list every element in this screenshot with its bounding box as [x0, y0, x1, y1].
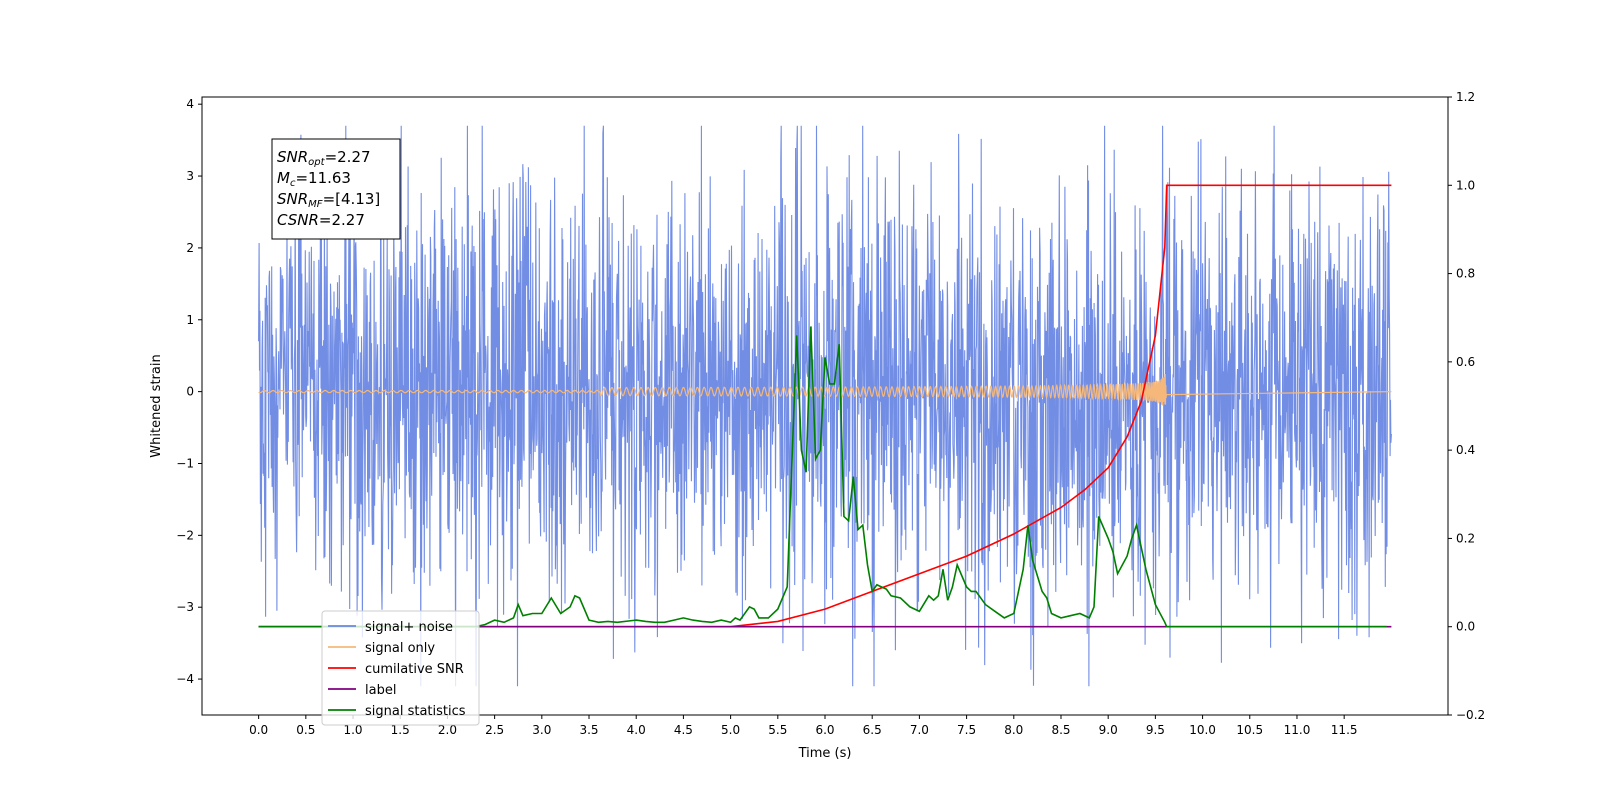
y2-tick-label: 0.2	[1456, 531, 1475, 545]
x-tick-label: 1.0	[343, 723, 362, 737]
x-tick-label: 3.5	[579, 723, 598, 737]
y2-tick-label: 1.0	[1456, 178, 1475, 192]
x-tick-label: 5.0	[721, 723, 740, 737]
annotation-line: SNRopt=2.27	[277, 148, 371, 168]
x-tick-label: 8.0	[1004, 723, 1023, 737]
y-tick-label: 3	[186, 169, 194, 183]
y2-tick-label: −0.2	[1456, 708, 1485, 722]
x-tick-label: 10.5	[1236, 723, 1263, 737]
annotation-line: CSNR=2.27	[277, 211, 365, 229]
series-line-signal-only	[258, 373, 1392, 406]
x-tick-label: 10.0	[1189, 723, 1216, 737]
x-tick-label: 0.5	[296, 723, 315, 737]
x-tick-label: 6.5	[863, 723, 882, 737]
annotation-line: Mc=11.63	[277, 169, 351, 189]
x-tick-label: 4.0	[627, 723, 646, 737]
x-tick-label: 5.5	[768, 723, 787, 737]
legend-label: signal only	[365, 641, 435, 656]
y2-tick-label: 0.8	[1456, 267, 1475, 281]
x-tick-label: 2.0	[438, 723, 457, 737]
y2-tick-label: 0.4	[1456, 443, 1475, 457]
x-tick-label: 7.5	[957, 723, 976, 737]
legend-label: signal+ noise	[365, 620, 453, 635]
x-tick-label: 6.0	[815, 723, 834, 737]
y-tick-label: −2	[176, 528, 194, 542]
x-tick-label: 11.0	[1284, 723, 1311, 737]
y-tick-label: 0	[186, 385, 194, 399]
y2-tick-label: 0.6	[1456, 355, 1475, 369]
x-tick-label: 7.0	[910, 723, 929, 737]
series-line-cumilative-snr	[258, 184, 1392, 628]
y2-tick-label: 1.2	[1456, 90, 1475, 104]
x-tick-label: 1.5	[391, 723, 410, 737]
series-line-signal-statistics	[258, 326, 1387, 628]
y-tick-label: −3	[176, 600, 194, 614]
x-tick-label: 0.0	[249, 723, 268, 737]
x-tick-label: 9.5	[1146, 723, 1165, 737]
y-tick-label: −1	[176, 456, 194, 470]
y-tick-label: 1	[186, 313, 194, 327]
annotation-line: SNRMF=[4.13]	[277, 190, 380, 210]
legend-label: label	[365, 683, 396, 698]
legend-label: cumilative SNR	[365, 662, 464, 677]
x-tick-label: 8.5	[1051, 723, 1070, 737]
y-axis-label: Whitened strain	[149, 354, 164, 457]
x-axis-ticks: 0.0 0.5 1.0 1.5 2.0 2.5 3.0 3.5 4.0 4.5 5.0 5.5 6.0 6…	[249, 715, 1358, 737]
y-tick-label: 4	[186, 97, 194, 111]
y-tick-label: 2	[186, 241, 194, 255]
x-tick-label: 2.5	[485, 723, 504, 737]
legend: signal+ noise signal only cumilative SNR la…	[321, 610, 480, 726]
y2-axis-ticks: −0.2 0.0 0.2 0.4 0.6 0.8 1.0 1.2	[1448, 90, 1485, 722]
x-tick-label: 11.5	[1331, 723, 1358, 737]
x-tick-label: 3.0	[532, 723, 551, 737]
legend-frame	[321, 610, 480, 726]
annotation-frame	[271, 138, 401, 240]
y2-tick-label: 0.0	[1456, 620, 1475, 634]
x-tick-label: 4.5	[674, 723, 693, 737]
legend-label: signal statistics	[365, 704, 466, 719]
y-tick-label: −4	[176, 672, 194, 686]
series-line-signal-noise	[258, 125, 1392, 687]
y-axis-ticks: −4 −3 −2 −1 0 1 2 3 4	[176, 97, 202, 686]
x-tick-label: 9.0	[1099, 723, 1118, 737]
x-axis-label: Time (s)	[798, 746, 852, 761]
